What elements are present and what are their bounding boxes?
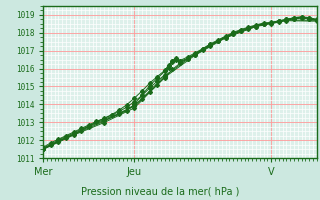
Text: Pression niveau de la mer( hPa ): Pression niveau de la mer( hPa )	[81, 186, 239, 196]
